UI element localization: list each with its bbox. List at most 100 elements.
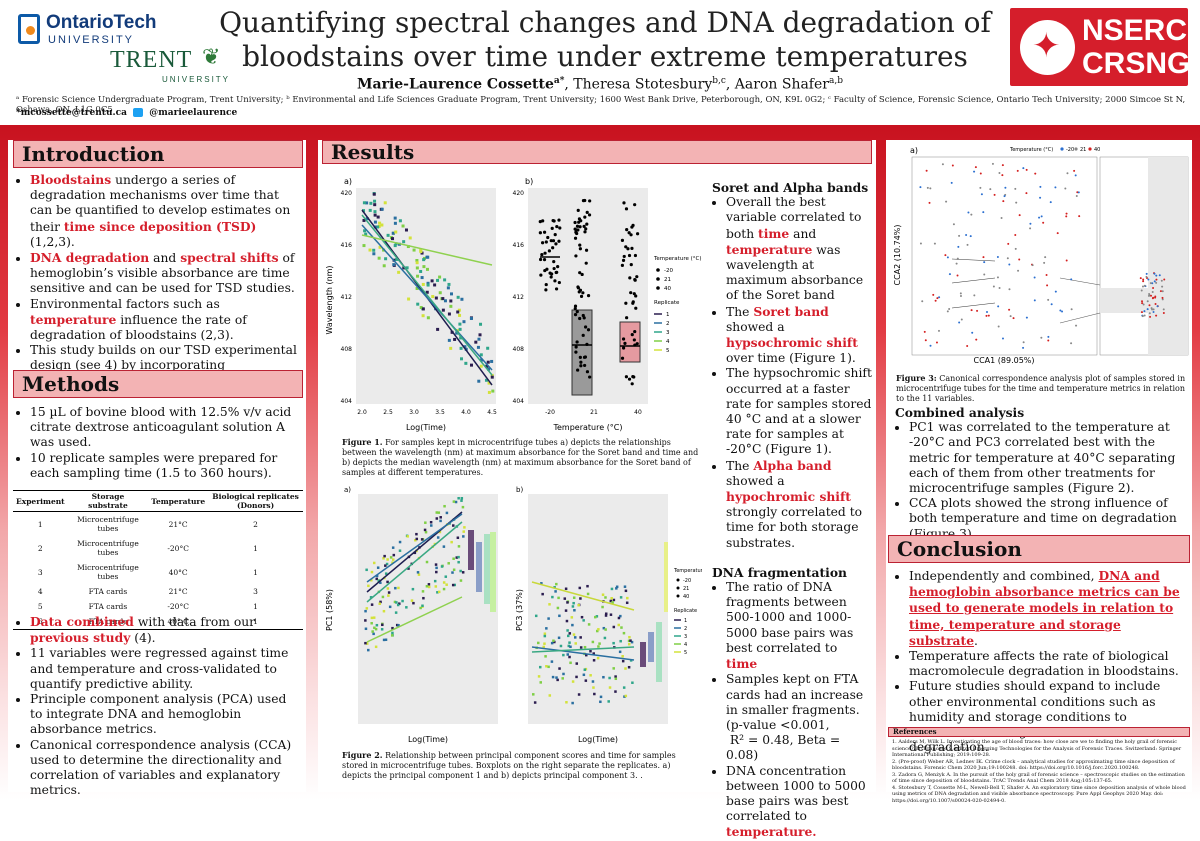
fig1a-point (362, 209, 366, 213)
fig2a-point (412, 601, 415, 605)
fig1-y-ticks: 420 420 416 416 412 412 408 408 404 404 (341, 190, 525, 405)
fig1b-point (576, 368, 580, 372)
fig1b-point (632, 338, 636, 342)
fig1a-point (458, 322, 462, 326)
fig2a-point (364, 641, 367, 645)
fig3-point (973, 294, 976, 297)
fig1a-point (476, 345, 480, 349)
fig1b-point (620, 238, 625, 242)
table-row: 2 Microcentrifuge tubes -20°C 1 (13, 536, 303, 560)
fig1b-point (578, 288, 583, 292)
x-tick-label: 40 (634, 409, 642, 416)
fig1b-point (582, 355, 587, 359)
fig2b-point (624, 667, 627, 670)
fig3-point (919, 186, 922, 189)
poster-title: Quantifying spectral changes and DNA deg… (215, 6, 995, 74)
fig1a-point (438, 275, 442, 279)
email-link[interactable]: *mcossette@trentu.ca (16, 108, 127, 118)
table-cell: 21°C (168, 587, 188, 596)
legend-label: 40 (664, 286, 671, 292)
fig3-point (1152, 287, 1155, 290)
fig1a-point (457, 308, 461, 312)
y-tick-label: 404 (513, 398, 525, 405)
fig2b-point (582, 619, 585, 622)
fig2a-point (375, 574, 379, 578)
fig2a-point (461, 505, 465, 509)
table-cell: 1 (253, 602, 258, 611)
fig2b-point (534, 614, 538, 618)
fig3-point (945, 200, 948, 203)
fig2b-point (578, 586, 582, 590)
fig2a-point (384, 564, 387, 567)
fig1b-point (624, 301, 628, 305)
fig3-point (1007, 242, 1010, 245)
fig3-point (971, 331, 974, 334)
dna-bullet-3: DNA concentration between 1000 to 5000 b… (726, 764, 872, 841)
fig3-point (1150, 294, 1153, 297)
fig1a-point (368, 248, 372, 252)
fig2a-point (369, 596, 373, 599)
fig2b-point (556, 678, 559, 682)
dna-bullet-1: The ratio of DNA fragments between 500-1… (726, 580, 872, 672)
fig1a-point (380, 207, 384, 211)
s1-b: and (789, 226, 817, 241)
twitter-handle[interactable]: @marieelaurence (149, 108, 238, 118)
fig2b-point (537, 675, 541, 678)
fig3-point (955, 262, 958, 265)
table-cell: 21°C (168, 519, 188, 529)
fig1b-point (630, 333, 634, 337)
fig2a-point (452, 568, 456, 571)
fig2b-point (618, 650, 622, 654)
left-column (8, 140, 306, 792)
fig1a-point (406, 245, 410, 249)
fig1b-point (585, 222, 589, 226)
fig3-point (924, 339, 927, 342)
s2-c: over time (Figure 1). (726, 351, 856, 366)
fig1-x-label-b: Temperature (°C) (552, 423, 622, 432)
y-tick-label: 420 (513, 190, 525, 197)
legend-title: Temperature (°C) (653, 256, 701, 262)
fig2b-point (533, 701, 537, 704)
fig1b-point (624, 207, 629, 211)
fig2a-point (367, 584, 370, 588)
fig3-connector-1 (1059, 277, 1101, 286)
fig2a-point (457, 560, 460, 564)
fig1a-point (449, 304, 453, 308)
x-tick-label: 4.0 (461, 409, 471, 416)
fig3-point (1014, 247, 1017, 250)
fig1-cap-text: For samples kept in microcentrifuge tube… (342, 438, 699, 477)
y-tick-label: 420 (341, 190, 353, 197)
fig2a-point (445, 583, 448, 586)
fig2a-point (375, 577, 378, 581)
fig1b-point (573, 313, 578, 317)
fig1b-point (634, 294, 638, 298)
fig3-cap-bold: Figure 3: (896, 373, 937, 383)
fig3-point (1047, 335, 1050, 338)
fig1b-point (584, 261, 588, 265)
fig2a-point (376, 566, 380, 569)
fig2b-point (537, 641, 540, 645)
fig2a-point (365, 642, 369, 645)
table-cell: 1 (253, 567, 258, 577)
fig2b-point (548, 603, 551, 606)
fig1b-point (621, 258, 626, 263)
fig2b-point (602, 675, 605, 679)
table-cell: 1 (37, 519, 43, 529)
fig2b-point (611, 601, 614, 604)
contact: *mcossette@trentu.ca @marieelaurence (16, 108, 237, 118)
ontario-tech-logo: OntarioTech UNIVERSITY (18, 12, 157, 52)
legend-label: -20 (683, 578, 691, 584)
intro-b2-rest: of hemoglobin’s visible absorbance are t… (30, 251, 295, 296)
fig1a-point (441, 297, 445, 301)
table-header-0: Experiment (13, 490, 68, 512)
fig2a-point (453, 583, 457, 587)
nserc-text: NSERC CRSNG (1082, 14, 1190, 80)
maple-leaf-icon: ✦ (1020, 20, 1075, 75)
introduction-heading: Introduction (13, 140, 303, 168)
fig1b-point (553, 279, 557, 283)
fig1a-point (479, 364, 483, 368)
fig2b-point (604, 596, 607, 599)
fig3-point (1040, 215, 1043, 218)
results-heading: Results (322, 140, 872, 164)
